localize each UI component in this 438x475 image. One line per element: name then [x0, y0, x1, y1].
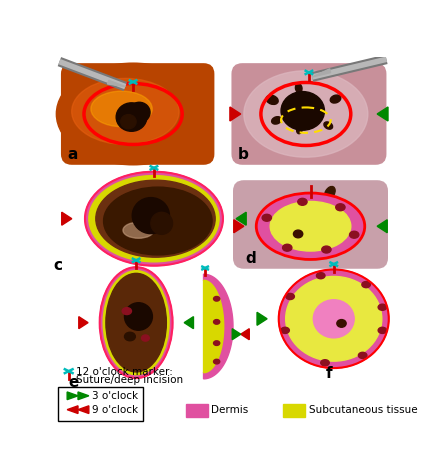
Ellipse shape — [123, 222, 154, 238]
Ellipse shape — [337, 320, 346, 327]
Ellipse shape — [321, 360, 329, 366]
Text: Subcutaneous tissue: Subcutaneous tissue — [309, 406, 417, 416]
Text: 9 o'clock: 9 o'clock — [92, 405, 138, 415]
Ellipse shape — [57, 63, 210, 165]
FancyBboxPatch shape — [61, 63, 214, 165]
Text: c: c — [53, 257, 62, 273]
Ellipse shape — [298, 199, 307, 205]
Ellipse shape — [293, 230, 303, 238]
Ellipse shape — [121, 114, 136, 129]
Polygon shape — [78, 406, 89, 414]
Ellipse shape — [335, 239, 346, 248]
Ellipse shape — [322, 246, 331, 253]
Ellipse shape — [244, 71, 368, 157]
Text: e: e — [68, 375, 78, 390]
Ellipse shape — [122, 308, 131, 314]
Ellipse shape — [283, 244, 292, 251]
Ellipse shape — [270, 201, 351, 251]
Text: 12 o'clock marker:: 12 o'clock marker: — [77, 367, 173, 377]
Ellipse shape — [245, 189, 376, 264]
Ellipse shape — [124, 303, 152, 330]
Text: 3 o'clock: 3 o'clock — [92, 391, 138, 401]
Polygon shape — [78, 392, 89, 399]
Ellipse shape — [256, 193, 365, 259]
Ellipse shape — [272, 117, 282, 124]
Text: a: a — [67, 147, 78, 162]
Ellipse shape — [89, 176, 219, 262]
Ellipse shape — [262, 214, 272, 221]
Polygon shape — [236, 212, 246, 225]
Ellipse shape — [316, 273, 325, 279]
Polygon shape — [312, 69, 331, 77]
Polygon shape — [230, 107, 241, 121]
Ellipse shape — [297, 126, 302, 133]
Polygon shape — [107, 80, 125, 86]
Polygon shape — [184, 317, 194, 329]
Ellipse shape — [279, 269, 389, 368]
Polygon shape — [79, 317, 88, 329]
Ellipse shape — [124, 332, 135, 341]
Ellipse shape — [330, 95, 341, 103]
Ellipse shape — [214, 359, 220, 364]
Polygon shape — [400, 312, 410, 325]
FancyBboxPatch shape — [231, 63, 386, 165]
Ellipse shape — [214, 341, 220, 345]
Ellipse shape — [313, 300, 354, 338]
Ellipse shape — [268, 208, 283, 219]
Bar — [283, 403, 305, 418]
Polygon shape — [232, 329, 241, 340]
Ellipse shape — [276, 238, 288, 247]
Ellipse shape — [132, 198, 170, 234]
FancyBboxPatch shape — [233, 180, 388, 269]
Ellipse shape — [362, 282, 371, 288]
Ellipse shape — [116, 103, 147, 131]
Text: d: d — [245, 251, 256, 266]
Polygon shape — [257, 312, 267, 325]
Ellipse shape — [334, 212, 345, 220]
Ellipse shape — [358, 352, 367, 359]
Ellipse shape — [325, 187, 335, 200]
Ellipse shape — [106, 274, 166, 372]
Ellipse shape — [141, 335, 149, 341]
Ellipse shape — [214, 296, 220, 301]
Ellipse shape — [72, 78, 179, 144]
FancyBboxPatch shape — [58, 387, 143, 421]
Ellipse shape — [266, 95, 278, 104]
Ellipse shape — [100, 267, 173, 378]
Text: b: b — [238, 147, 248, 162]
Ellipse shape — [336, 204, 345, 211]
Polygon shape — [204, 280, 224, 373]
Ellipse shape — [151, 212, 173, 234]
Ellipse shape — [286, 276, 382, 361]
Ellipse shape — [281, 327, 290, 333]
Polygon shape — [377, 107, 388, 121]
Ellipse shape — [350, 231, 359, 238]
Ellipse shape — [128, 102, 150, 123]
Ellipse shape — [103, 187, 212, 255]
Ellipse shape — [96, 180, 215, 257]
Ellipse shape — [324, 122, 332, 129]
Bar — [187, 403, 208, 418]
Ellipse shape — [103, 271, 169, 375]
Ellipse shape — [214, 320, 220, 324]
Polygon shape — [377, 220, 387, 233]
Polygon shape — [67, 406, 78, 414]
Polygon shape — [67, 392, 78, 399]
Text: Dermis: Dermis — [211, 406, 248, 416]
Polygon shape — [204, 274, 233, 379]
Polygon shape — [234, 220, 244, 233]
Ellipse shape — [297, 196, 305, 206]
Polygon shape — [62, 212, 72, 225]
Ellipse shape — [85, 172, 223, 266]
Polygon shape — [241, 329, 249, 340]
Text: Suture/deep incision: Suture/deep incision — [77, 375, 184, 385]
Ellipse shape — [286, 294, 294, 300]
Text: f: f — [326, 366, 332, 381]
Ellipse shape — [295, 84, 302, 93]
Ellipse shape — [378, 327, 387, 333]
Ellipse shape — [281, 92, 325, 130]
Ellipse shape — [91, 91, 152, 127]
Ellipse shape — [378, 304, 387, 310]
